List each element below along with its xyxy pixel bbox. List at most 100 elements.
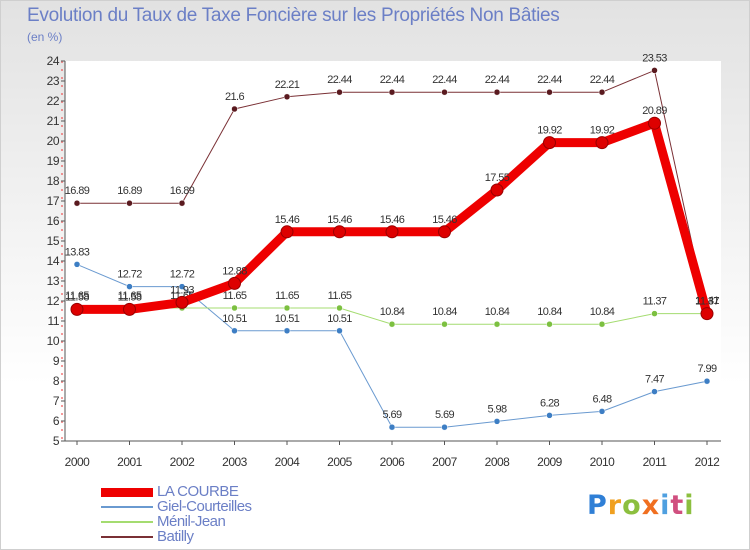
y-tick-label: 18 (47, 174, 60, 188)
x-tick-label: 2011 (643, 455, 668, 469)
data-label-la-courbe: 15.46 (432, 214, 457, 226)
y-tick-label: 21 (47, 114, 60, 128)
data-label-menil-jean: 11.65 (223, 290, 247, 302)
data-label-la-courbe: 12.88 (222, 265, 247, 277)
legend-swatch-menil-jean (101, 521, 153, 523)
data-point-giel-courteilles (703, 377, 711, 385)
data-label-la-courbe: 15.46 (327, 214, 352, 226)
data-point-menil-jean (598, 320, 606, 328)
data-point-batilly (441, 88, 448, 96)
logo-letter: P (587, 490, 608, 521)
x-tick-label: 2008 (485, 455, 511, 469)
data-label-batilly: 22.44 (327, 74, 352, 86)
data-label-la-courbe: 11.37 (695, 296, 719, 308)
data-label-la-courbe: 15.46 (380, 214, 405, 226)
data-label-la-courbe: 11.93 (170, 284, 194, 296)
data-point-giel-courteilles (598, 408, 606, 415)
data-point-batilly (73, 199, 81, 207)
data-label-batilly: 23.53 (642, 52, 667, 64)
data-label-giel-courteilles: 5.69 (435, 409, 454, 421)
data-point-giel-courteilles (546, 412, 553, 419)
proxiti-logo: Proxiti (587, 490, 695, 521)
legend-label-giel-courteilles: Giel-Courteilles (157, 498, 252, 515)
y-tick-label: 7 (53, 394, 60, 408)
data-label-la-courbe: 11.58 (118, 291, 142, 303)
data-label-batilly: 22.44 (432, 74, 457, 86)
data-label-batilly: 22.21 (275, 79, 300, 91)
data-label-la-courbe: 20.89 (642, 105, 667, 117)
data-label-la-courbe: 19.92 (537, 125, 562, 137)
data-point-la-courbe (438, 225, 451, 239)
data-point-giel-courteilles (231, 327, 238, 335)
y-tick-label: 12 (47, 294, 60, 308)
data-label-menil-jean: 11.65 (275, 290, 299, 302)
data-label-batilly: 22.44 (380, 74, 405, 86)
y-tick-label: 10 (47, 334, 60, 348)
data-label-batilly: 21.6 (225, 91, 244, 103)
y-tick-label: 23 (47, 74, 60, 88)
data-point-batilly (493, 88, 501, 96)
data-label-menil-jean: 10.84 (537, 306, 562, 318)
y-tick-label: 13 (47, 274, 60, 288)
data-label-giel-courteilles: 6.48 (592, 393, 611, 405)
data-point-la-courbe (175, 295, 189, 309)
data-label-la-courbe: 19.92 (590, 125, 615, 137)
data-point-batilly (126, 199, 133, 207)
line-chart: 5 6 7 8 9 10 11 12 13 14 15 16 17 18 19 20 21 22 23 24 2000 2… (47, 52, 721, 469)
data-point-giel-courteilles (493, 418, 501, 425)
data-label-giel-courteilles: 10.51 (275, 313, 300, 325)
y-tick-label: 8 (53, 374, 60, 388)
chart-title: Evolution du Taux de Taxe Foncière sur l… (27, 5, 560, 26)
data-label-menil-jean: 11.65 (118, 290, 142, 302)
data-point-menil-jean (546, 320, 553, 328)
data-label-menil-jean: 11.65 (65, 290, 89, 302)
y-tick-label: 14 (47, 254, 60, 268)
legend-swatch-batilly (101, 536, 153, 538)
y-tick-label: 22 (47, 94, 60, 108)
x-tick-label: 2003 (222, 455, 248, 469)
y-tick-label: 5 (53, 434, 60, 448)
data-point-batilly (651, 67, 658, 74)
data-point-menil-jean (336, 304, 343, 312)
data-point-batilly (283, 93, 291, 101)
data-point-la-courbe (490, 183, 504, 197)
chart-subtitle: (en %) (27, 30, 63, 44)
logo-letter: r (607, 490, 623, 521)
data-label-giel-courteilles: 6.28 (540, 397, 559, 409)
data-point-menil-jean (441, 320, 448, 328)
data-label-giel-courteilles: 12.72 (117, 269, 142, 281)
data-point-la-courbe (228, 276, 241, 290)
x-tick-label: 2000 (65, 455, 91, 469)
x-tick-label: 2012 (695, 455, 721, 469)
data-point-giel-courteilles (388, 423, 396, 431)
data-label-giel-courteilles: 7.47 (645, 374, 664, 386)
data-point-giel-courteilles (336, 327, 343, 335)
data-point-giel-courteilles (283, 327, 291, 335)
data-point-batilly (231, 105, 238, 113)
legend-swatch-la-courbe (101, 487, 153, 497)
data-point-la-courbe (648, 116, 661, 130)
data-label-menil-jean: 11.37 (643, 296, 667, 308)
x-tick-label: 2004 (275, 455, 301, 469)
y-tick-label: 24 (47, 54, 60, 68)
data-point-menil-jean (283, 304, 291, 312)
plot-area (65, 61, 721, 441)
data-label-menil-jean: 10.84 (485, 306, 510, 318)
data-label-menil-jean: 10.84 (590, 306, 615, 318)
data-point-la-courbe (595, 136, 609, 150)
data-label-menil-jean: 11.65 (328, 290, 352, 302)
data-point-batilly (178, 199, 186, 207)
x-tick-label: 2002 (170, 455, 196, 469)
data-point-menil-jean (231, 304, 238, 312)
x-tick-label: 2009 (537, 455, 563, 469)
data-point-la-courbe (333, 225, 346, 239)
logo-letter: i (684, 490, 695, 521)
data-point-giel-courteilles (126, 283, 133, 290)
data-label-menil-jean: 10.84 (432, 306, 457, 318)
data-point-giel-courteilles (651, 388, 658, 395)
data-label-batilly: 22.44 (485, 74, 510, 86)
x-tick-label: 2010 (590, 455, 616, 469)
data-label-la-courbe: 17.55 (485, 172, 510, 184)
data-point-batilly (336, 88, 343, 96)
